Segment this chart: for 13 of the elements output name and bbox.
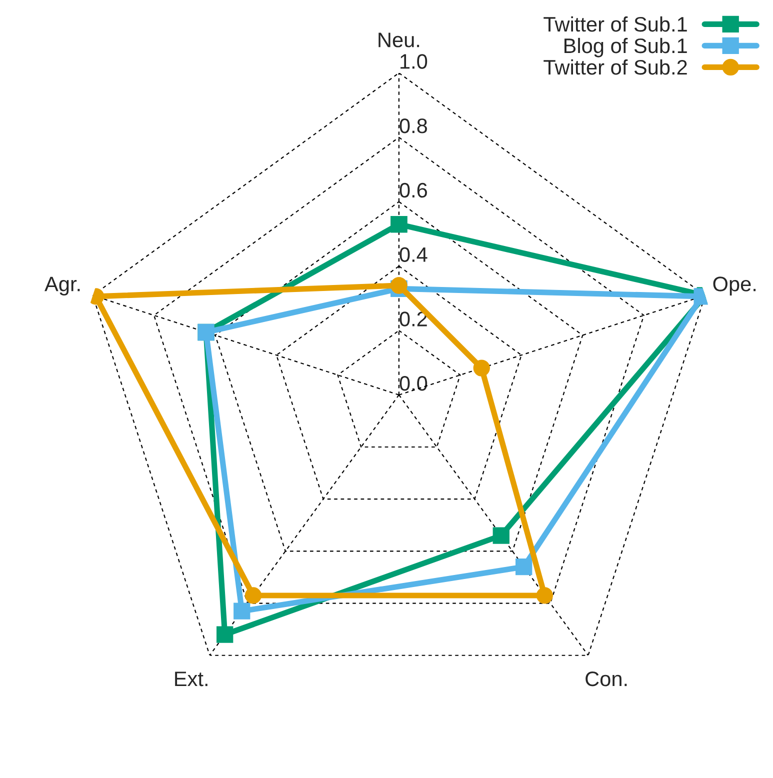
- legend-label: Blog of Sub.1: [564, 38, 687, 58]
- spoke-label: Agr.: [44, 276, 80, 296]
- y-tick-label: 0.6: [400, 182, 427, 198]
- spoke-label: Con.: [586, 672, 627, 686]
- y-tick-label: 0.0: [400, 376, 428, 391]
- legend-label: Twitter of Sub.1: [544, 16, 687, 32]
- spoke-label: Ext.: [175, 672, 208, 686]
- legend-label: Twitter of Sub.2: [544, 59, 687, 75]
- y-tick-label: 0.8: [400, 118, 427, 134]
- y-tick-label: 1.0: [400, 54, 428, 69]
- spoke-label: Neu.: [378, 32, 420, 48]
- spoke-label: Ope.: [713, 276, 756, 296]
- y-tick-label: 0.4: [400, 247, 428, 262]
